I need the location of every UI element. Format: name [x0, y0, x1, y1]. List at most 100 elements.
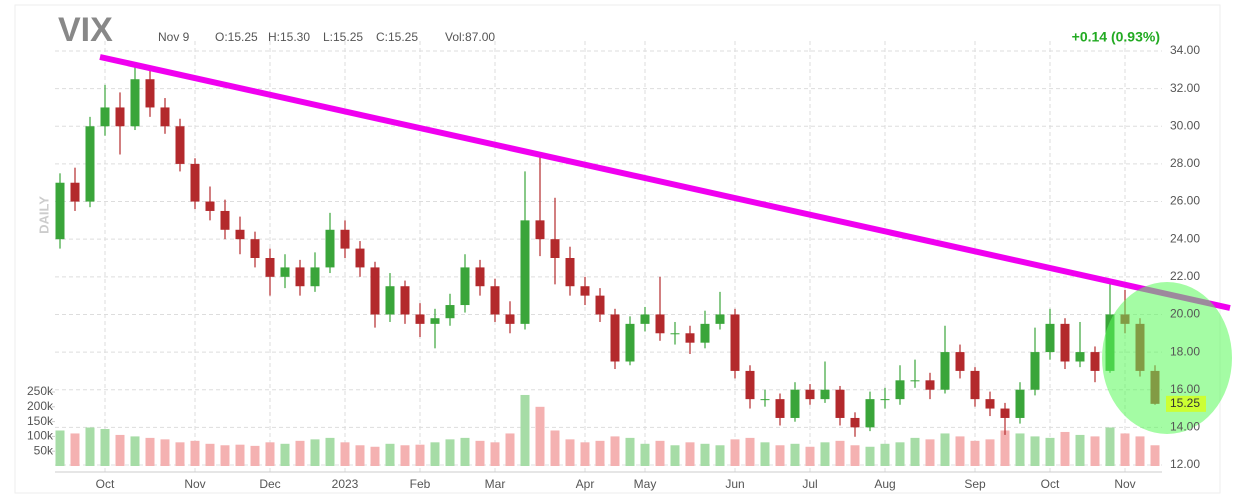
- x-tick-label: Dec: [259, 477, 280, 491]
- candle-body: [340, 229, 350, 249]
- volume-tick-label: 150k: [27, 414, 54, 428]
- ohlc-label: L:15.25: [323, 30, 363, 44]
- volume-bar: [490, 442, 500, 466]
- volume-bar: [985, 439, 995, 466]
- y-tick-label: 32.00: [1170, 81, 1200, 95]
- candle-body: [865, 399, 875, 428]
- volume-bar: [340, 442, 350, 466]
- candle-body: [910, 380, 920, 382]
- y-tick-label: 26.00: [1170, 194, 1200, 208]
- x-tick-label: Nov: [184, 477, 205, 491]
- volume-bar: [1150, 445, 1160, 466]
- volume-bar: [730, 439, 740, 466]
- volume-bar: [1105, 427, 1115, 466]
- date-label: Nov 9: [158, 30, 190, 44]
- volume-bar: [400, 445, 410, 466]
- volume-bar: [835, 440, 845, 466]
- volume-tick-label: 100k: [27, 429, 54, 443]
- candle-body: [100, 107, 110, 127]
- volume-bar: [970, 440, 980, 466]
- volume-bar: [1045, 437, 1055, 466]
- trend-line: [99, 54, 1231, 311]
- candle-body: [925, 380, 935, 390]
- y-tick-label: 18.00: [1170, 344, 1200, 358]
- candle-body: [985, 399, 995, 409]
- candle-body: [835, 389, 845, 418]
- chart-title: VIX: [58, 11, 113, 49]
- volume-bar: [1030, 436, 1040, 466]
- volume-bar: [655, 440, 665, 466]
- volume-tick-label: 50k: [34, 443, 54, 457]
- volume-bar: [115, 434, 125, 466]
- y-axis-label: DAILY: [36, 196, 51, 234]
- volume-bar: [550, 430, 560, 466]
- candle-body: [550, 239, 560, 258]
- volume-bar: [145, 437, 155, 466]
- candle-body: [115, 107, 125, 127]
- candle-body: [940, 352, 950, 390]
- volume-bar: [925, 439, 935, 466]
- volume-bar: [160, 439, 170, 466]
- candle-body: [1030, 352, 1040, 390]
- volume-bar: [775, 445, 785, 466]
- candle-body: [655, 314, 665, 334]
- candle-body: [850, 417, 860, 428]
- candle-body: [295, 267, 305, 287]
- volume-bar: [790, 443, 800, 466]
- volume-bar: [610, 436, 620, 466]
- x-tick-label: Nov: [1114, 477, 1135, 491]
- y-tick-label: 12.00: [1170, 457, 1200, 471]
- x-tick-label: Oct: [1041, 477, 1060, 491]
- candle-body: [265, 258, 275, 277]
- volume-bar: [445, 439, 455, 466]
- volume-bar: [100, 429, 110, 466]
- volume-bar: [280, 443, 290, 466]
- volume-bar: [580, 442, 590, 466]
- change-label: +0.14 (0.93%): [1072, 29, 1160, 45]
- candle-body: [490, 286, 500, 315]
- ohlc-label: Vol:87.00: [445, 30, 495, 44]
- volume-bar: [850, 445, 860, 466]
- volume-bar: [325, 437, 335, 466]
- volume-bar: [1135, 436, 1145, 466]
- candle-body: [85, 126, 95, 202]
- candle-body: [520, 220, 530, 324]
- candle-body: [70, 182, 80, 202]
- volume-bar: [535, 406, 545, 466]
- x-tick-label: Apr: [576, 477, 595, 491]
- price-tag: [1166, 395, 1206, 412]
- volume-tick-label: 200k: [27, 399, 54, 413]
- candle-body: [235, 229, 245, 240]
- candle-body: [565, 258, 575, 287]
- volume-bar: [70, 433, 80, 466]
- candle-body: [250, 239, 260, 258]
- volume-bar: [130, 436, 140, 466]
- candle-body: [205, 201, 215, 211]
- candle-body: [415, 314, 425, 324]
- y-tick-label: 16.00: [1170, 382, 1200, 396]
- candle-body: [670, 333, 680, 335]
- candle-body: [1045, 323, 1055, 353]
- x-tick-label: Sep: [964, 477, 986, 491]
- volume-bar: [565, 439, 575, 466]
- x-tick-label: May: [634, 477, 657, 491]
- volume-bar: [505, 433, 515, 466]
- volume-bar: [1090, 436, 1100, 466]
- candle-body: [430, 318, 440, 324]
- volume-bar: [220, 445, 230, 466]
- volume-bar: [415, 444, 425, 466]
- candle-body: [535, 220, 545, 240]
- volume-bar: [670, 445, 680, 466]
- volume-bar: [820, 442, 830, 466]
- volume-bar: [310, 439, 320, 466]
- candle-body: [685, 333, 695, 343]
- volume-bar: [265, 442, 275, 466]
- x-tick-label: Jul: [802, 477, 817, 491]
- y-tick-label: 28.00: [1170, 156, 1200, 170]
- y-tick-label: 22.00: [1170, 269, 1200, 283]
- x-tick-label: 2023: [332, 477, 359, 491]
- candle-body: [445, 305, 455, 319]
- volume-bar: [805, 446, 815, 466]
- volume-bar: [745, 437, 755, 466]
- candle-body: [385, 286, 395, 315]
